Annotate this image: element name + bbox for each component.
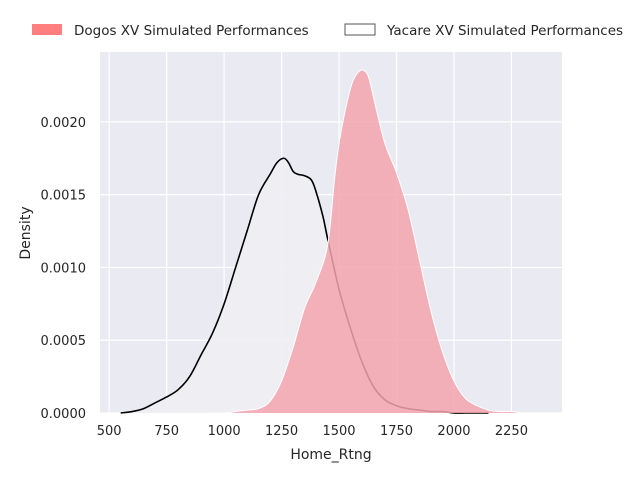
y-tick-label: 0.0000 [41,407,87,422]
legend: Dogos XV Simulated Performances Yacare X… [32,23,623,39]
x-tick-label: 2250 [495,424,528,439]
y-tick-label: 0.0020 [41,116,87,131]
legend-item-dogos: Dogos XV Simulated Performances [32,23,309,39]
legend-swatch-dogos [32,24,62,35]
x-tick-label: 750 [154,424,179,439]
x-axis-label: Home_Rtng [290,447,371,463]
x-tick-label: 1500 [322,424,355,439]
x-axis-ticks: 500 750 1000 1250 1500 1750 2000 2250 [97,424,528,439]
legend-item-yacare: Yacare XV Simulated Performances [344,23,623,39]
x-tick-label: 2000 [437,424,470,439]
y-axis-label: Density [18,206,34,259]
x-tick-label: 500 [97,424,122,439]
series-line-dogos [208,69,546,414]
legend-label-dogos: Dogos XV Simulated Performances [74,23,309,39]
y-axis-ticks: 0.0000 0.0005 0.0010 0.0015 0.0020 [41,116,87,422]
x-tick-label: 1750 [380,424,413,439]
series-areas [120,69,546,414]
y-tick-label: 0.0015 [41,189,87,204]
series-area-yacare [120,158,489,414]
y-tick-label: 0.0005 [41,334,87,349]
x-tick-label: 1000 [208,424,241,439]
legend-label-yacare: Yacare XV Simulated Performances [386,23,623,39]
series-area-dogos [208,69,546,414]
y-tick-label: 0.0010 [41,261,87,276]
x-tick-label: 1250 [265,424,298,439]
legend-swatch-yacare [344,23,376,36]
